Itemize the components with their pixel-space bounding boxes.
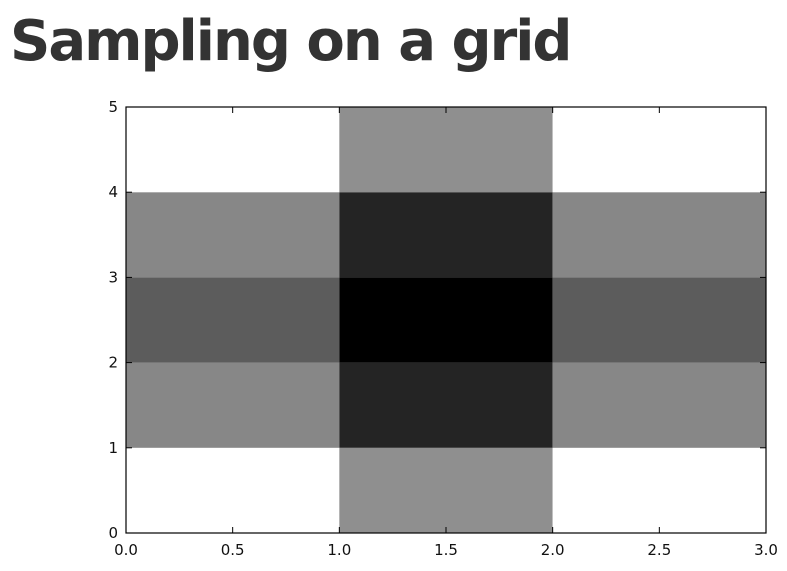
heatmap-cell bbox=[126, 362, 340, 448]
x-tick-label: 0.5 bbox=[221, 541, 245, 559]
y-tick-label: 5 bbox=[108, 98, 118, 116]
x-tick-label: 2.0 bbox=[541, 541, 565, 559]
y-tick-label: 3 bbox=[108, 268, 118, 286]
heatmap-cell bbox=[552, 362, 766, 448]
heatmap-cell bbox=[339, 277, 553, 363]
heatmap-cell bbox=[552, 107, 766, 193]
x-tick-label: 0.0 bbox=[114, 541, 138, 559]
y-tick-label: 1 bbox=[108, 439, 118, 457]
heatmap-cell bbox=[126, 277, 340, 363]
heatmap-cell bbox=[126, 447, 340, 533]
y-tick-label: 2 bbox=[108, 354, 118, 372]
x-tick-label: 3.0 bbox=[754, 541, 778, 559]
x-tick-label: 1.5 bbox=[434, 541, 458, 559]
heatmap-cell bbox=[339, 447, 553, 533]
heatmap-cell bbox=[552, 192, 766, 278]
heatmap-cell bbox=[339, 107, 553, 193]
y-tick-label: 0 bbox=[108, 524, 118, 542]
x-tick-label: 2.5 bbox=[647, 541, 671, 559]
x-tick-label: 1.0 bbox=[327, 541, 351, 559]
heatmap-cell bbox=[339, 362, 553, 448]
heatmap-cell bbox=[552, 277, 766, 363]
slide-title: Sampling on a grid bbox=[10, 9, 573, 74]
heatmap-cell bbox=[339, 192, 553, 278]
heatmap-cell bbox=[126, 192, 340, 278]
y-tick-label: 4 bbox=[108, 183, 118, 201]
heatmap-cell bbox=[552, 447, 766, 533]
heatmap-cell bbox=[126, 107, 340, 193]
